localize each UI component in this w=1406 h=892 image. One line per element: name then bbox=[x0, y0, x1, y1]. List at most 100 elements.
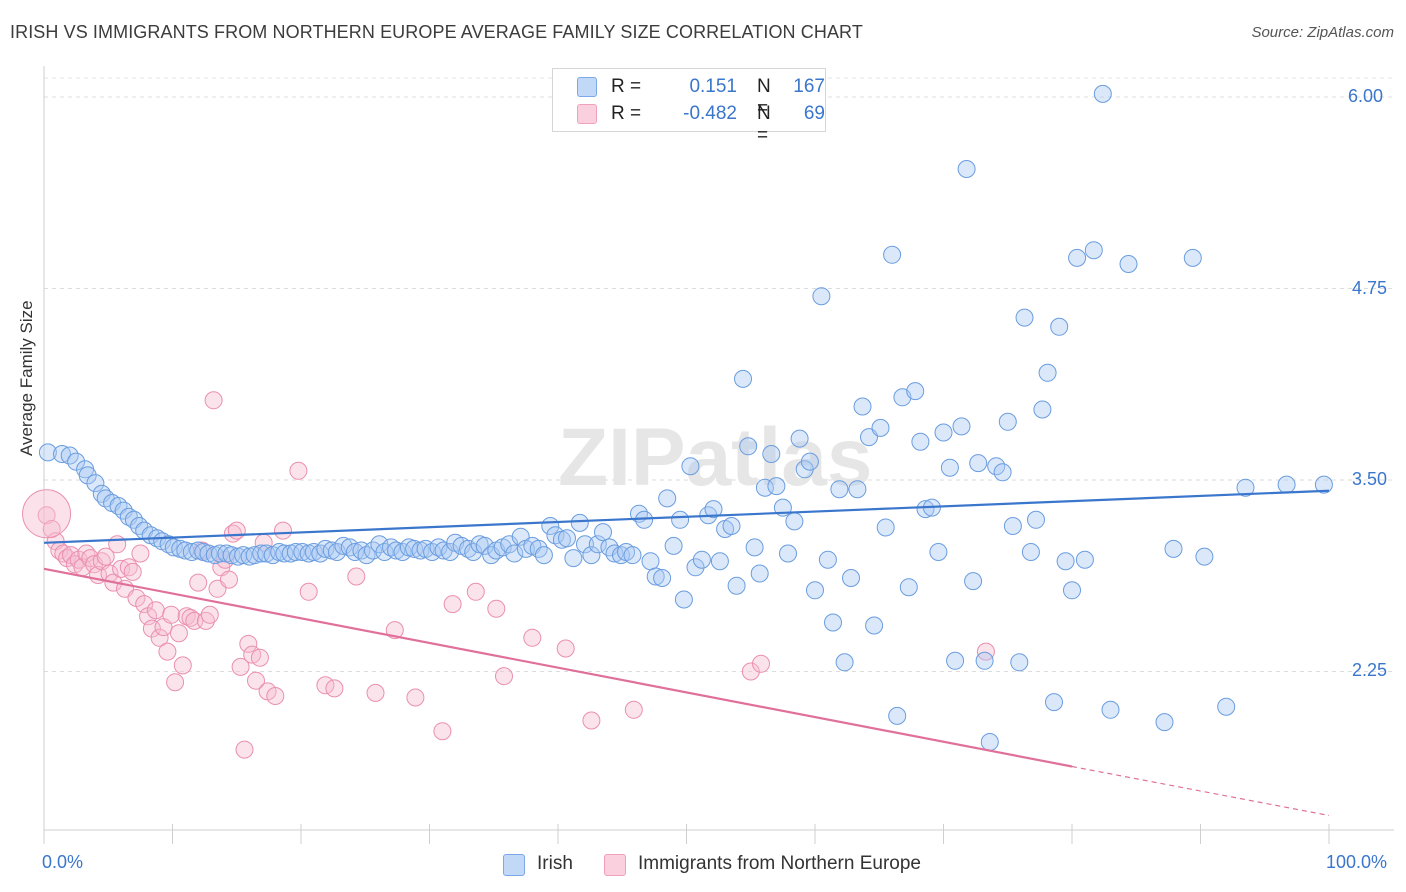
bottom-legend-swatch-immigrants bbox=[604, 854, 626, 876]
data-point bbox=[135, 595, 154, 614]
data-point bbox=[865, 616, 884, 635]
data-point bbox=[162, 605, 181, 624]
data-point bbox=[739, 437, 758, 456]
data-point bbox=[906, 382, 925, 401]
data-point bbox=[752, 654, 770, 673]
irish-trend-line bbox=[43, 489, 1330, 544]
data-point bbox=[220, 570, 238, 589]
r-label: R = bbox=[611, 103, 642, 124]
n-label: N = bbox=[757, 76, 771, 119]
data-point bbox=[1217, 697, 1236, 716]
y-tick-label: 4.75 bbox=[1352, 278, 1388, 298]
data-point bbox=[624, 700, 643, 719]
data-point bbox=[366, 683, 385, 702]
data-point bbox=[911, 432, 930, 451]
data-point bbox=[1015, 308, 1034, 327]
data-point bbox=[582, 546, 601, 565]
data-point bbox=[848, 480, 867, 499]
data-point bbox=[1045, 693, 1063, 712]
data-point bbox=[252, 544, 271, 563]
bottom-legend-label-immigrants: Immigrants from Northern Europe bbox=[638, 853, 921, 874]
data-point bbox=[1038, 363, 1057, 382]
data-point bbox=[546, 526, 565, 545]
data-point bbox=[108, 535, 127, 554]
data-point bbox=[767, 477, 786, 496]
data-point bbox=[582, 711, 601, 730]
data-point bbox=[980, 733, 999, 751]
data-point bbox=[722, 517, 741, 535]
data-point bbox=[304, 543, 323, 561]
data-point bbox=[674, 590, 693, 609]
data-point bbox=[112, 559, 131, 578]
data-point bbox=[166, 673, 185, 692]
data-point bbox=[1063, 581, 1081, 600]
data-point bbox=[1277, 475, 1296, 494]
data-point bbox=[173, 656, 192, 675]
irish-series bbox=[38, 84, 1333, 751]
data-point bbox=[1050, 317, 1069, 336]
data-point bbox=[975, 651, 994, 670]
data-point bbox=[189, 573, 208, 592]
data-point bbox=[1075, 550, 1094, 569]
data-point bbox=[1164, 539, 1183, 558]
data-point bbox=[964, 572, 983, 591]
data-point bbox=[790, 429, 809, 448]
data-point bbox=[664, 536, 683, 555]
data-point bbox=[779, 544, 797, 563]
data-point bbox=[800, 452, 819, 471]
r-value: 0.151 bbox=[689, 76, 737, 97]
data-point bbox=[211, 544, 229, 563]
data-point bbox=[289, 461, 308, 480]
data-point bbox=[146, 601, 165, 620]
data-point bbox=[1101, 700, 1120, 719]
data-point bbox=[818, 550, 837, 569]
y-tick-label: 3.50 bbox=[1352, 469, 1388, 489]
data-point bbox=[250, 648, 269, 667]
data-point bbox=[871, 418, 890, 437]
r-value: -0.482 bbox=[683, 103, 737, 124]
data-point bbox=[576, 535, 594, 554]
data-point bbox=[1027, 510, 1045, 529]
data-point bbox=[464, 543, 483, 561]
data-point bbox=[741, 662, 760, 681]
data-point bbox=[429, 538, 448, 557]
data-point bbox=[86, 474, 105, 493]
data-point bbox=[164, 538, 183, 557]
data-point bbox=[78, 466, 97, 485]
data-point bbox=[495, 667, 513, 686]
data-point bbox=[1033, 400, 1052, 419]
data-point bbox=[1314, 475, 1333, 494]
watermark: ZIPatlas bbox=[558, 412, 872, 503]
data-point bbox=[382, 538, 400, 557]
data-point bbox=[53, 445, 71, 463]
data-point bbox=[812, 287, 831, 306]
data-point bbox=[993, 463, 1012, 482]
legend-swatch-irish bbox=[577, 77, 597, 97]
data-point bbox=[641, 552, 660, 571]
data-point bbox=[235, 740, 254, 759]
data-point bbox=[653, 569, 672, 587]
data-point bbox=[806, 581, 824, 600]
n-label: N = bbox=[757, 103, 771, 146]
r-label: R = bbox=[611, 76, 642, 97]
data-point bbox=[704, 500, 723, 519]
data-point bbox=[883, 245, 902, 264]
data-point bbox=[443, 595, 462, 614]
data-point bbox=[692, 550, 711, 569]
data-point bbox=[940, 458, 959, 477]
data-point bbox=[357, 546, 376, 565]
data-point bbox=[681, 457, 700, 476]
data-point bbox=[1155, 713, 1174, 732]
data-point bbox=[745, 538, 764, 557]
data-point bbox=[1236, 478, 1255, 497]
data-point bbox=[1183, 248, 1202, 267]
data-point bbox=[785, 512, 804, 531]
x-axis-max-label: 100.0% bbox=[1326, 852, 1388, 872]
data-point bbox=[316, 539, 335, 558]
data-point bbox=[686, 558, 705, 577]
data-point bbox=[96, 547, 115, 566]
data-point bbox=[406, 688, 425, 707]
data-point bbox=[605, 544, 624, 563]
data-point bbox=[830, 480, 849, 499]
